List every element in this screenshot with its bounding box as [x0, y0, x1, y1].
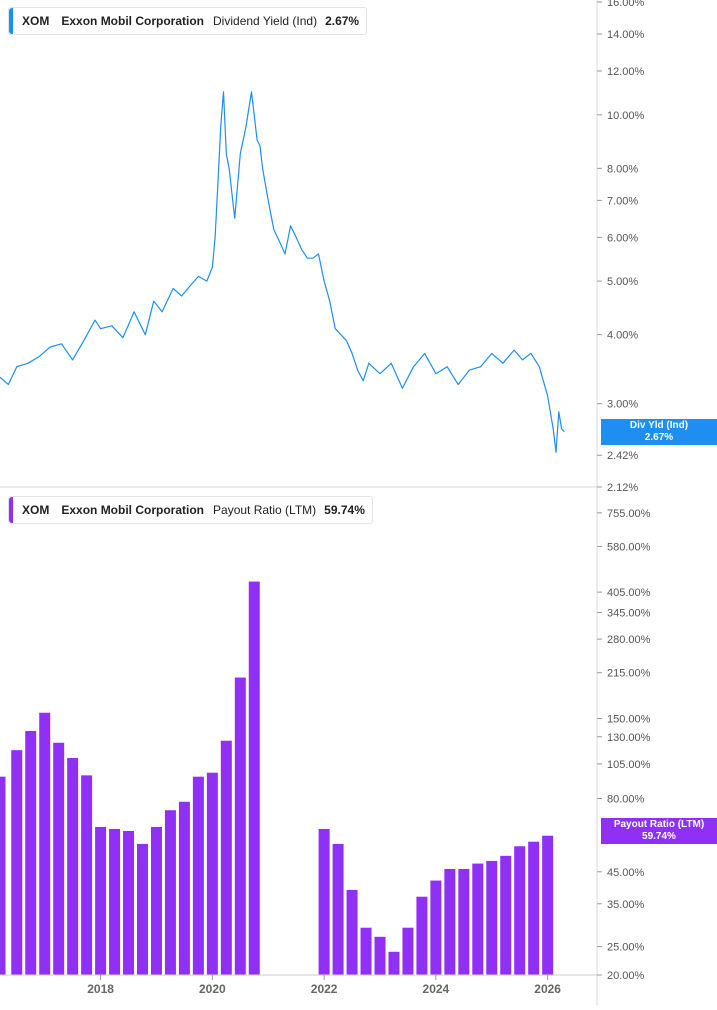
payout-bar	[220, 740, 232, 975]
yield-flag-label: Div Yld (Ind)	[629, 420, 689, 431]
payout-bar	[234, 677, 246, 975]
payout-bar	[318, 828, 330, 975]
payout-bar	[0, 776, 6, 975]
yield-y-tick-label: 4.00%	[607, 330, 638, 342]
x-tick-label: 2024	[423, 982, 450, 996]
payout-bar	[95, 826, 107, 975]
yield-legend-value: 2.67%	[325, 14, 360, 28]
payout-bar	[542, 835, 554, 975]
yield-y-tick-label: 16.00%	[607, 0, 645, 9]
payout-bar	[206, 772, 218, 975]
payout-bar	[514, 846, 526, 975]
payout-y-tick-label: 215.00%	[607, 668, 651, 680]
payout-bar	[178, 801, 190, 975]
payout-legend-metric: Payout Ratio (LTM)	[213, 503, 317, 517]
payout-bar	[472, 863, 484, 975]
yield-y-tick-label: 7.00%	[607, 195, 638, 207]
payout-flag-label: Payout Ratio (LTM)	[613, 819, 705, 830]
payout-bar	[67, 758, 79, 975]
yield-y-tick-label: 12.00%	[607, 66, 645, 78]
payout-bar	[360, 927, 372, 975]
payout-bar	[346, 889, 358, 975]
payout-y-tick-label: 45.00%	[607, 867, 645, 879]
payout-bar	[25, 731, 37, 975]
payout-legend-swatch	[9, 497, 13, 523]
payout-y-tick-label: 150.00%	[607, 714, 651, 726]
yield-y-tick-label: 5.00%	[607, 276, 638, 288]
payout-y-tick-label: 80.00%	[607, 794, 645, 806]
payout-y-tick-label: 280.00%	[607, 634, 651, 646]
payout-y-tick-label: 105.00%	[607, 759, 651, 771]
x-tick-label: 2018	[87, 982, 114, 996]
payout-y-tick-label: 25.00%	[607, 942, 645, 954]
yield-y-tick-label: 3.00%	[607, 399, 638, 411]
payout-bar	[39, 712, 51, 975]
payout-bar	[528, 841, 540, 975]
yield-series-line	[0, 91, 565, 453]
yield-y-tick-label: 2.42%	[607, 450, 638, 462]
yield-y-tick-label: 2.12%	[607, 482, 638, 494]
yield-legend-swatch	[9, 8, 13, 34]
payout-bar	[11, 750, 23, 975]
payout-y-tick-label: 130.00%	[607, 732, 651, 744]
yield-legend: XOM Exxon Mobil Corporation Dividend Yie…	[8, 7, 368, 35]
payout-bar	[248, 581, 260, 975]
payout-bar	[137, 843, 148, 975]
yield-flag-value: 2.67%	[644, 432, 674, 443]
payout-bar	[123, 830, 135, 975]
yield-y-tick-label: 10.00%	[607, 110, 645, 122]
payout-bar	[374, 936, 386, 975]
payout-y-tick-label: 35.00%	[607, 899, 645, 911]
yield-legend-ticker: XOM	[22, 14, 50, 28]
payout-bar	[388, 951, 400, 975]
yield-legend-metric: Dividend Yield (Ind)	[213, 14, 318, 28]
payout-legend-value: 59.74%	[324, 503, 365, 517]
payout-y-tick-label: 345.00%	[607, 608, 651, 620]
payout-value-flag: Payout Ratio (LTM) 59.74%	[601, 818, 717, 844]
x-tick-label: 2026	[534, 982, 561, 996]
payout-y-tick-label: 20.00%	[607, 970, 645, 982]
payout-bar	[150, 826, 162, 975]
payout-bar	[109, 828, 121, 975]
payout-y-tick-label: 580.00%	[607, 541, 651, 553]
payout-bar	[444, 868, 456, 975]
payout-bar	[458, 868, 470, 975]
payout-bar	[164, 810, 176, 975]
payout-bar	[53, 742, 65, 975]
payout-bar	[332, 843, 344, 975]
yield-y-tick-label: 6.00%	[607, 232, 638, 244]
payout-bar	[416, 896, 428, 975]
payout-bar	[81, 775, 93, 975]
yield-value-flag: Div Yld (Ind) 2.67%	[601, 419, 717, 445]
yield-legend-company: Exxon Mobil Corporation	[61, 14, 205, 28]
x-tick-label: 2020	[199, 982, 226, 996]
yield-y-tick-label: 14.00%	[607, 29, 645, 41]
payout-bar	[430, 880, 442, 975]
payout-legend: XOM Exxon Mobil Corporation Payout Ratio…	[8, 496, 373, 524]
payout-y-tick-label: 405.00%	[607, 587, 651, 599]
payout-flag-value: 59.74%	[642, 831, 676, 842]
payout-legend-company: Exxon Mobil Corporation	[61, 503, 205, 517]
payout-bar	[486, 860, 498, 975]
yield-y-tick-label: 8.00%	[607, 163, 638, 175]
payout-legend-ticker: XOM	[22, 503, 50, 517]
payout-bar	[402, 927, 414, 975]
payout-bar	[192, 776, 204, 975]
payout-bar	[500, 855, 512, 975]
x-tick-label: 2022	[311, 982, 338, 996]
payout-y-tick-label: 755.00%	[607, 508, 651, 520]
